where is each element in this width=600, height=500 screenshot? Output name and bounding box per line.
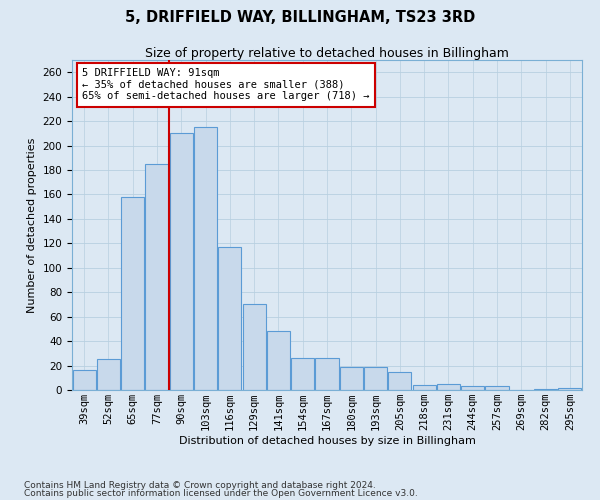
Y-axis label: Number of detached properties: Number of detached properties (27, 138, 37, 312)
Bar (388, 372, 412, 390)
Bar (170, 134, 193, 390)
Bar (291, 358, 314, 390)
Bar (437, 384, 460, 390)
Bar (194, 127, 217, 390)
Bar (97, 360, 120, 390)
Bar (242, 304, 266, 390)
Title: Size of property relative to detached houses in Billingham: Size of property relative to detached ho… (145, 47, 509, 60)
Bar (145, 164, 169, 390)
Bar (559, 388, 581, 390)
Bar (218, 247, 241, 390)
Bar (316, 358, 338, 390)
Bar (267, 332, 290, 390)
X-axis label: Distribution of detached houses by size in Billingham: Distribution of detached houses by size … (179, 436, 475, 446)
Bar (461, 386, 484, 390)
Bar (340, 367, 363, 390)
Text: Contains public sector information licensed under the Open Government Licence v3: Contains public sector information licen… (24, 488, 418, 498)
Bar (485, 386, 509, 390)
Bar (121, 197, 144, 390)
Text: 5, DRIFFIELD WAY, BILLINGHAM, TS23 3RD: 5, DRIFFIELD WAY, BILLINGHAM, TS23 3RD (125, 10, 475, 25)
Bar (534, 389, 557, 390)
Text: 5 DRIFFIELD WAY: 91sqm
← 35% of detached houses are smaller (388)
65% of semi-de: 5 DRIFFIELD WAY: 91sqm ← 35% of detached… (82, 68, 370, 102)
Bar (364, 367, 387, 390)
Bar (73, 370, 95, 390)
Text: Contains HM Land Registry data © Crown copyright and database right 2024.: Contains HM Land Registry data © Crown c… (24, 481, 376, 490)
Bar (413, 385, 436, 390)
